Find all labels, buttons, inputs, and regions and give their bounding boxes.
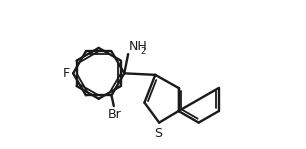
Text: Br: Br — [108, 108, 121, 121]
Text: 2: 2 — [140, 47, 146, 56]
Text: S: S — [154, 127, 162, 140]
Text: F: F — [63, 67, 70, 80]
Text: NH: NH — [129, 40, 148, 53]
